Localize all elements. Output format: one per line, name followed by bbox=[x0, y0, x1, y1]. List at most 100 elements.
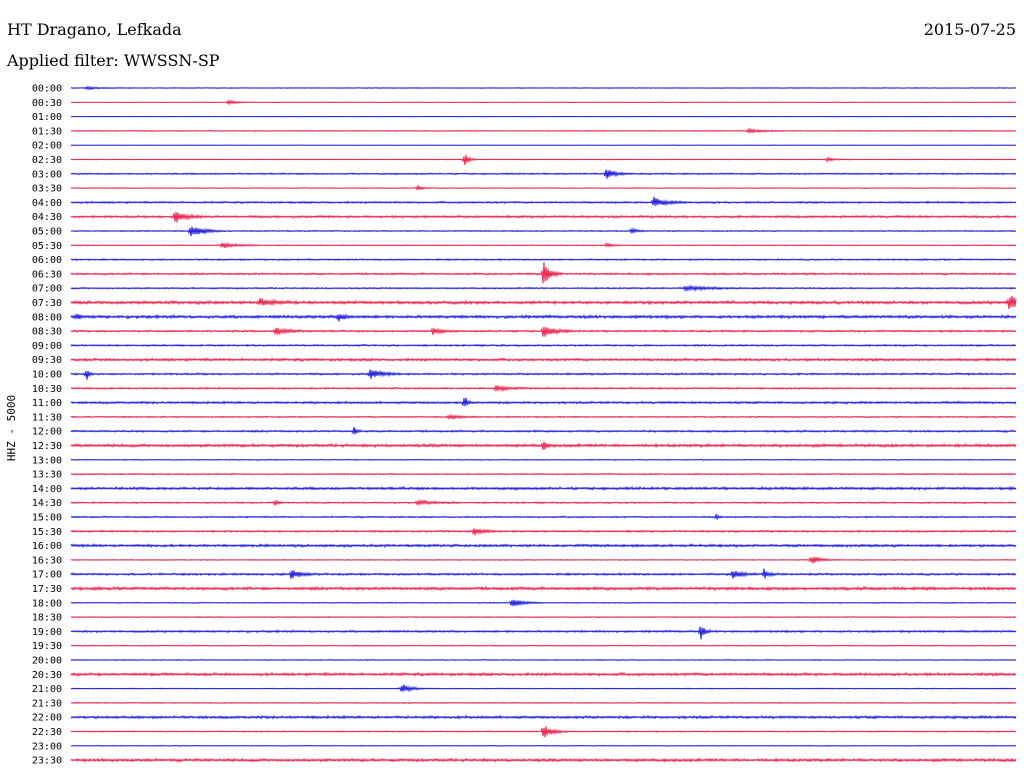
trace-row-1630 bbox=[70, 555, 1017, 564]
row-label: 09:00 bbox=[32, 341, 62, 352]
row-label: 15:30 bbox=[32, 527, 62, 538]
trace-row-1800 bbox=[70, 599, 1017, 607]
trace-row-2100 bbox=[70, 684, 1017, 693]
row-label: 04:30 bbox=[32, 212, 62, 223]
row-label: 23:00 bbox=[32, 741, 62, 752]
row-label: 20:00 bbox=[32, 656, 62, 667]
trace-row-1130 bbox=[70, 413, 1017, 421]
filter-label: Applied filter: WWSSN-SP bbox=[7, 51, 220, 70]
row-label: 21:00 bbox=[32, 684, 62, 695]
row-label: 10:00 bbox=[32, 370, 62, 381]
trace-row-1400 bbox=[70, 485, 1017, 492]
row-label: 17:00 bbox=[32, 570, 62, 581]
row-label: 22:30 bbox=[32, 727, 62, 738]
row-label: 05:00 bbox=[32, 227, 62, 238]
row-label: 21:30 bbox=[32, 698, 62, 709]
trace-row-0430 bbox=[70, 211, 1017, 223]
trace-row-1230 bbox=[70, 441, 1017, 450]
trace-row-2130 bbox=[70, 701, 1017, 705]
row-label: 13:30 bbox=[32, 470, 62, 481]
row-label: 19:00 bbox=[32, 627, 62, 638]
trace-row-1900 bbox=[70, 626, 1017, 640]
row-label: 22:00 bbox=[32, 713, 62, 724]
trace-row-2330 bbox=[70, 757, 1017, 763]
row-label: 05:30 bbox=[32, 241, 62, 252]
trace-row-0930 bbox=[70, 357, 1017, 363]
row-label: 16:30 bbox=[32, 555, 62, 566]
row-label: 06:30 bbox=[32, 269, 62, 280]
trace-row-0830 bbox=[70, 326, 1017, 337]
trace-row-1830 bbox=[70, 615, 1017, 619]
trace-row-0730 bbox=[70, 295, 1017, 310]
row-label: 00:30 bbox=[32, 98, 62, 109]
row-label: 23:30 bbox=[32, 756, 62, 767]
trace-row-0130 bbox=[70, 127, 1017, 135]
trace-row-1000 bbox=[70, 369, 1017, 380]
row-label: 11:30 bbox=[32, 412, 62, 423]
trace-row-0900 bbox=[70, 343, 1017, 348]
station-title: HT Dragano, Lefkada bbox=[7, 20, 182, 39]
row-label: 08:00 bbox=[32, 312, 62, 323]
row-label: 18:30 bbox=[32, 613, 62, 624]
row-label: 00:00 bbox=[32, 84, 62, 95]
row-label: 01:30 bbox=[32, 126, 62, 137]
trace-row-0600 bbox=[70, 257, 1017, 262]
trace-row-1500 bbox=[70, 512, 1017, 520]
row-label: 09:30 bbox=[32, 355, 62, 366]
trace-row-1600 bbox=[70, 543, 1017, 549]
trace-row-1700 bbox=[70, 568, 1017, 579]
trace-row-0700 bbox=[70, 284, 1017, 293]
row-label: 10:30 bbox=[32, 384, 62, 395]
trace-row-0500 bbox=[70, 226, 1017, 237]
row-label: 19:30 bbox=[32, 641, 62, 652]
trace-row-0330 bbox=[70, 184, 1017, 191]
row-label: 01:00 bbox=[32, 112, 62, 123]
row-label: 12:00 bbox=[32, 427, 62, 438]
row-label: 14:30 bbox=[32, 498, 62, 509]
trace-row-2230 bbox=[70, 726, 1017, 738]
row-label: 11:00 bbox=[32, 398, 62, 409]
trace-row-2030 bbox=[70, 671, 1017, 677]
row-label: 06:00 bbox=[32, 255, 62, 266]
trace-row-2300 bbox=[70, 744, 1017, 747]
trace-row-1430 bbox=[70, 498, 1017, 506]
trace-row-0000 bbox=[70, 85, 1017, 91]
row-label: 02:00 bbox=[32, 141, 62, 152]
row-label: 20:30 bbox=[32, 670, 62, 681]
trace-row-1030 bbox=[70, 384, 1017, 393]
trace-row-1330 bbox=[70, 472, 1017, 476]
row-labels: 00:00 00:30 01:00 01:30 02:00 02:30 03:00 03:30… bbox=[32, 84, 62, 767]
trace-row-0630 bbox=[70, 262, 1017, 284]
row-label: 15:00 bbox=[32, 513, 62, 524]
trace-row-2000 bbox=[70, 658, 1017, 662]
trace-row-1730 bbox=[70, 585, 1017, 592]
trace-row-1930 bbox=[70, 644, 1017, 647]
row-label: 18:00 bbox=[32, 598, 62, 609]
row-label: 04:00 bbox=[32, 198, 62, 209]
row-label: 12:30 bbox=[32, 441, 62, 452]
trace-row-1100 bbox=[70, 397, 1017, 407]
trace-row-2200 bbox=[70, 714, 1017, 720]
row-label: 03:30 bbox=[32, 184, 62, 195]
trace-row-0800 bbox=[70, 312, 1017, 322]
y-axis-label: HHZ - 5000 bbox=[5, 395, 18, 461]
trace-lines bbox=[70, 85, 1017, 763]
row-label: 02:30 bbox=[32, 155, 62, 166]
row-label: 07:00 bbox=[32, 284, 62, 295]
trace-row-0530 bbox=[70, 241, 1017, 249]
row-label: 14:00 bbox=[32, 484, 62, 495]
trace-row-1200 bbox=[70, 427, 1017, 435]
row-label: 13:00 bbox=[32, 455, 62, 466]
trace-row-0300 bbox=[70, 169, 1017, 179]
trace-row-0030 bbox=[70, 99, 1017, 106]
trace-row-1300 bbox=[70, 458, 1017, 461]
trace-row-0400 bbox=[70, 196, 1017, 207]
trace-row-0230 bbox=[70, 154, 1017, 166]
row-label: 07:30 bbox=[32, 298, 62, 309]
trace-row-1530 bbox=[70, 527, 1017, 536]
row-label: 08:30 bbox=[32, 327, 62, 338]
row-label: 17:30 bbox=[32, 584, 62, 595]
row-label: 16:00 bbox=[32, 541, 62, 552]
row-label: 03:00 bbox=[32, 169, 62, 180]
